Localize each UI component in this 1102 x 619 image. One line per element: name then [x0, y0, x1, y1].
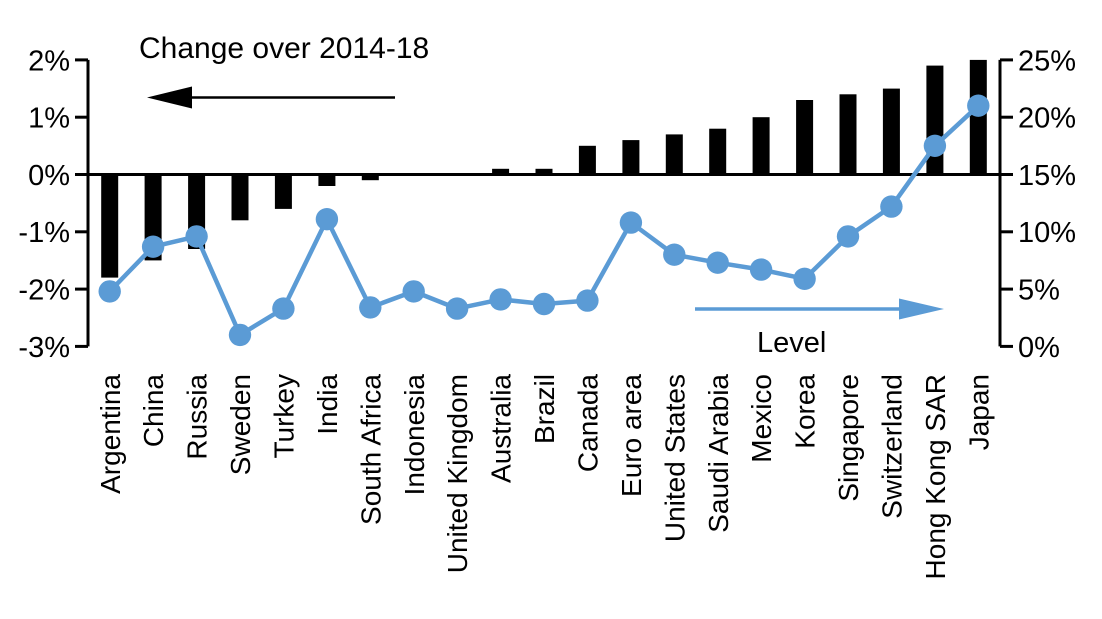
line-series-arrow [695, 298, 944, 320]
marker-turkey [272, 297, 295, 320]
left-axis-tick-label: 0% [28, 160, 70, 192]
right-axis-tick-label: 5% [1018, 275, 1060, 307]
category-label-singapore: Singapore [833, 374, 864, 502]
marker-japan [967, 94, 990, 117]
category-label-indonesia: Indonesia [399, 374, 430, 496]
category-label-south-africa: South Africa [355, 374, 386, 525]
right-axis [998, 58, 1013, 348]
marker-mexico [749, 258, 773, 281]
left-axis-tick-label: -2% [18, 275, 70, 307]
left-axis-tick-label: 2% [28, 45, 70, 77]
category-label-united-kingdom: United Kingdom [442, 374, 473, 573]
category-label-australia: Australia [486, 374, 517, 483]
marker-india [315, 208, 339, 231]
category-label-brazil: Brazil [529, 374, 560, 444]
bar-korea [796, 100, 814, 175]
category-label-mexico: Mexico [746, 374, 777, 463]
bar-india [318, 174, 336, 186]
marker-hong-kong-sar [923, 134, 947, 157]
marker-brazil [532, 292, 556, 316]
left-axis-tick-label: 1% [28, 103, 70, 135]
bar-turkey [274, 174, 292, 209]
bar-japan [969, 59, 987, 175]
category-label-united-states: United States [659, 374, 690, 542]
marker-indonesia [402, 280, 425, 303]
bar-south-africa [361, 174, 379, 181]
marker-saudi-arabia [706, 251, 729, 274]
bar-switzerland [882, 88, 900, 175]
bar-brazil [535, 168, 553, 175]
category-label-india: India [312, 374, 343, 435]
marker-switzerland [880, 195, 903, 218]
marker-russia [185, 225, 208, 248]
left-axis-tick-label: -3% [18, 332, 70, 364]
bar-hong-kong-sar [926, 65, 944, 175]
right-axis-tick-label: 0% [1018, 332, 1060, 364]
bar-series-label: Change over 2014-18 [139, 32, 430, 65]
bar-sweden [231, 174, 249, 221]
bar-arrow-head [147, 86, 192, 109]
category-label-russia: Russia [182, 374, 213, 460]
category-axis: Argentina China Russia Sweden Turkey India Sou… [95, 374, 995, 580]
left-axis [75, 58, 90, 348]
marker-united-states [663, 243, 686, 266]
line-arrow-head [899, 298, 944, 320]
category-label-japan: Japan [963, 374, 994, 450]
right-axis-tick-label: 20% [1018, 103, 1076, 135]
marker-australia [489, 288, 512, 311]
bar-series-arrow [147, 86, 395, 109]
category-label-euro-area: Euro area [616, 374, 647, 497]
marker-euro-area [619, 211, 643, 234]
line-series [98, 94, 990, 347]
bar-australia [492, 168, 510, 175]
right-axis-tick-label: 25% [1018, 45, 1076, 77]
marker-united-kingdom [445, 297, 469, 320]
right-axis-tick-label: 15% [1018, 160, 1076, 192]
marker-singapore [836, 225, 860, 248]
right-axis-tick-label: 10% [1018, 217, 1076, 249]
marker-south-africa [359, 296, 382, 319]
bar-united-states [665, 134, 683, 175]
line-series-label: Level [757, 327, 827, 359]
category-label-korea: Korea [790, 374, 821, 449]
left-axis-tick-label: -1% [18, 217, 70, 249]
category-label-hong-kong-sar: Hong Kong SAR [920, 374, 951, 579]
bar-canada [578, 145, 596, 175]
bar-mexico [752, 117, 770, 175]
category-label-china: China [138, 374, 169, 448]
bar-saudi-arabia [709, 128, 727, 175]
category-label-saudi-arabia: Saudi Arabia [703, 374, 734, 533]
marker-sweden [228, 323, 252, 347]
marker-china [141, 235, 165, 258]
category-label-canada: Canada [572, 374, 603, 473]
bar-singapore [839, 94, 857, 175]
category-label-argentina: Argentina [95, 374, 126, 494]
category-label-turkey: Turkey [268, 374, 299, 459]
category-label-switzerland: Switzerland [876, 374, 907, 519]
marker-canada [576, 289, 599, 312]
marker-korea [793, 267, 816, 290]
marker-argentina [98, 280, 121, 303]
category-label-sweden: Sweden [225, 374, 256, 475]
bar-euro-area [622, 140, 640, 175]
bar-argentina [101, 174, 119, 278]
